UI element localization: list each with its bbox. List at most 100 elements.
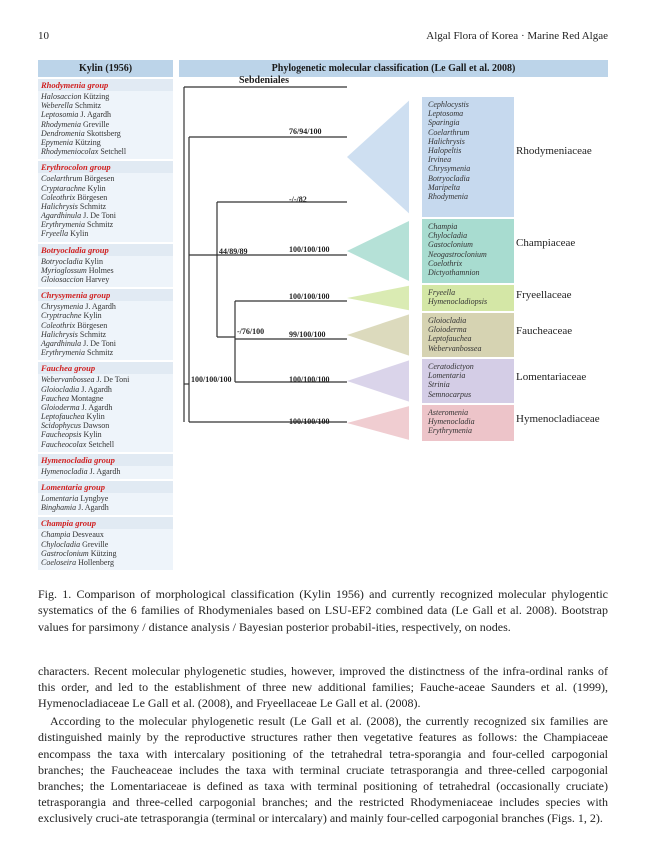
family-taxon: Leptofauchea <box>428 334 508 343</box>
family-wedge <box>347 313 409 357</box>
bootstrap-value: 76/94/100 <box>289 127 321 136</box>
family-taxon: Gastoclonium <box>428 240 508 249</box>
kylin-header: Kylin (1956) <box>38 60 173 77</box>
species: Weberella Schmitz <box>41 101 170 110</box>
species: Rhodymeniocolax Setchell <box>41 147 170 156</box>
family-box: CeratodictyonLomentariaStriniaSemnocarpu… <box>422 359 514 403</box>
family-taxon: Halopeltis <box>428 146 508 155</box>
bootstrap-value: -/-/82 <box>289 195 307 204</box>
species: Binghamia J. Agardh <box>41 503 170 512</box>
body-text: characters. Recent molecular phylogeneti… <box>38 663 608 827</box>
figure-caption: Fig. 1. Comparison of morphological clas… <box>38 586 608 635</box>
species: Coeloseira Hollenberg <box>41 558 170 567</box>
species: Halichrysis Schmitz <box>41 330 170 339</box>
family-taxon: Chrysymenia <box>428 164 508 173</box>
group-header: Erythrocolon group <box>38 161 173 173</box>
group-header: Fauchea group <box>38 362 173 374</box>
group-header: Lomentaria group <box>38 481 173 493</box>
species: Coleothrix Börgesen <box>41 321 170 330</box>
kylin-group: Botryocladia groupBotryocladia KylinMyri… <box>38 244 173 288</box>
family-taxon: Coelarthrum <box>428 128 508 137</box>
family-wedge <box>347 97 409 217</box>
family-name: Rhodymeniaceae <box>516 145 608 157</box>
species: Coelarthrum Börgesen <box>41 174 170 183</box>
group-header: Hymenocladia group <box>38 454 173 466</box>
species: Webervanbossea J. De Toni <box>41 375 170 384</box>
species: Cryptarachne Kylin <box>41 184 170 193</box>
group-header: Botryocladia group <box>38 244 173 256</box>
family-taxon: Maripelta <box>428 183 508 192</box>
species: Leptosomia J. Agardh <box>41 110 170 119</box>
bootstrap-value: 44/89/89 <box>219 247 247 256</box>
species: Halichrysis Schmitz <box>41 202 170 211</box>
family-box: AsteromeniaHymenocladiaErythrymenia <box>422 405 514 441</box>
group-items: Champia DesveauxChylocladia GrevilleGast… <box>38 529 173 570</box>
species: Botryocladia Kylin <box>41 257 170 266</box>
species: Hymenocladia J. Agardh <box>41 467 170 476</box>
group-items: Chrysymenia J. AgardhCryptrachne KylinCo… <box>38 301 173 360</box>
family-taxon: Rhodymenia <box>428 192 508 201</box>
family-name: Champiaceae <box>516 237 608 249</box>
family-box: FryeellaHymenocladiopsis <box>422 285 514 311</box>
kylin-group: Chrysymenia groupChrysymenia J. AgardhCr… <box>38 289 173 360</box>
species: Gastroclonium Kützing <box>41 549 170 558</box>
family-taxon: Erythrymenia <box>428 426 508 435</box>
species: Erythrymenia Schmitz <box>41 220 170 229</box>
group-items: Coelarthrum BörgesenCryptarachne KylinCo… <box>38 173 173 241</box>
species: Agardhinula J. De Toni <box>41 211 170 220</box>
species: Epymenia Kützing <box>41 138 170 147</box>
bootstrap-value: -/76/100 <box>237 327 264 336</box>
page-header: 10 Algal Flora of Korea · Marine Red Alg… <box>38 30 608 42</box>
species: Myrioglossum Holmes <box>41 266 170 275</box>
family-taxon: Irvinea <box>428 155 508 164</box>
family-taxon: Gloiocladia <box>428 316 508 325</box>
running-title: Algal Flora of Korea · Marine Red Algae <box>426 30 608 42</box>
family-box: ChampiaChylocladiaGastocloniumNeogastroc… <box>422 219 514 283</box>
family-taxon: Leptosoma <box>428 109 508 118</box>
bootstrap-value: 100/100/100 <box>191 375 231 384</box>
bootstrap-value: 100/100/100 <box>289 292 329 301</box>
species: Faucheopsis Kylin <box>41 430 170 439</box>
family-box: GloiocladiaGloiodermaLeptofaucheaWeberva… <box>422 313 514 357</box>
group-items: Lomentaria LyngbyeBinghamia J. Agardh <box>38 493 173 515</box>
species: Cryptrachne Kylin <box>41 311 170 320</box>
species: Leptofauchea Kylin <box>41 412 170 421</box>
family-taxon: Fryeella <box>428 288 508 297</box>
group-header: Champia group <box>38 517 173 529</box>
species: Gloioderma J. Agardh <box>41 403 170 412</box>
family-taxon: Webervanbossea <box>428 344 508 353</box>
phylo-column: Phylogenetic molecular classification (L… <box>179 60 608 442</box>
species: Erythrymenia Schmitz <box>41 348 170 357</box>
family-taxon: Coelothrix <box>428 259 508 268</box>
species: Scidophycus Dawson <box>41 421 170 430</box>
page-number: 10 <box>38 30 49 42</box>
group-items: Hymenocladia J. Agardh <box>38 466 173 479</box>
body-paragraph: characters. Recent molecular phylogeneti… <box>38 663 608 712</box>
group-header: Chrysymenia group <box>38 289 173 301</box>
family-taxon: Chylocladia <box>428 231 508 240</box>
bootstrap-value: 100/100/100 <box>289 245 329 254</box>
kylin-column: Kylin (1956) Rhodymenia groupHalosaccion… <box>38 60 173 570</box>
bootstrap-value: 99/100/100 <box>289 330 325 339</box>
family-taxon: Neogastroclonium <box>428 250 508 259</box>
family-name: Hymenocladiaceae <box>516 413 608 425</box>
body-paragraph: According to the molecular phylogenetic … <box>38 713 608 826</box>
family-taxon: Dictyothamnion <box>428 268 508 277</box>
family-taxon: Gloioderma <box>428 325 508 334</box>
group-items: Halosaccion KützingWeberella SchmitzLept… <box>38 91 173 159</box>
phylo-tree-area: Sebdeniales CephlocystisLeptosomaSparing… <box>179 77 608 442</box>
kylin-group: Rhodymenia groupHalosaccion KützingWeber… <box>38 79 173 159</box>
family-name: Faucheaceae <box>516 325 608 337</box>
family-name: Fryeellaceae <box>516 289 608 301</box>
species: Faucheocolax Setchell <box>41 440 170 449</box>
species: Fryeella Kylin <box>41 229 170 238</box>
family-taxon: Botryocladia <box>428 174 508 183</box>
family-taxon: Hymenocladiopsis <box>428 297 508 306</box>
group-header: Rhodymenia group <box>38 79 173 91</box>
species: Gloiocladia J. Agardh <box>41 385 170 394</box>
species: Champia Desveaux <box>41 530 170 539</box>
kylin-group: Fauchea groupWebervanbossea J. De ToniGl… <box>38 362 173 452</box>
family-taxon: Champia <box>428 222 508 231</box>
kylin-group: Hymenocladia groupHymenocladia J. Agardh <box>38 454 173 479</box>
species: Rhodymenia Greville <box>41 120 170 129</box>
